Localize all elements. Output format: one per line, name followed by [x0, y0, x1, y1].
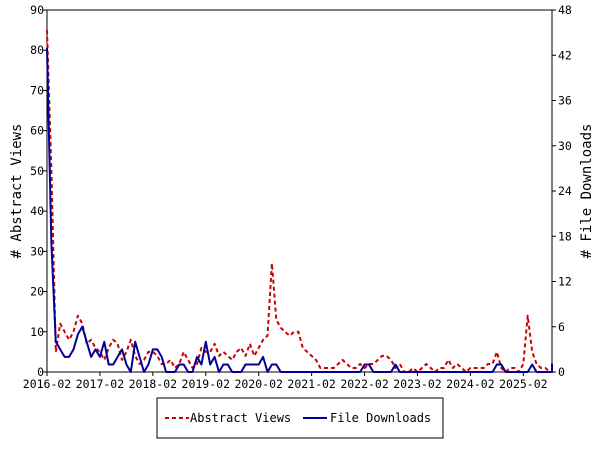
right-y-tick-label: 30 — [558, 139, 572, 153]
left-y-tick-label: 80 — [30, 43, 44, 57]
right-y-axis-ticks: 0 6 12 18 24 30 36 42 48 — [552, 3, 572, 379]
x-tick-label: 2016-02 — [23, 377, 71, 391]
plot-frame — [46, 9, 553, 373]
left-y-tick-label: 10 — [30, 325, 44, 339]
right-y-tick-label: 36 — [558, 94, 572, 108]
left-y-tick-label: 40 — [30, 204, 44, 218]
x-tick-label: 2024-02 — [446, 377, 494, 391]
right-y-tick-label: 24 — [558, 184, 572, 198]
left-y-tick-label: 70 — [30, 83, 44, 97]
left-y-axis-ticks: 0 10 20 30 40 50 60 70 80 90 — [30, 3, 47, 379]
right-y-tick-label: 6 — [558, 320, 565, 334]
x-tick-label: 2023-02 — [393, 377, 441, 391]
x-tick-label: 2019-02 — [182, 377, 230, 391]
legend: Abstract Views File Downloads — [156, 397, 444, 439]
series-line-file-downloads — [46, 47, 553, 373]
legend-label-abstract-views: Abstract Views — [190, 411, 291, 425]
plot-area — [46, 9, 553, 373]
left-y-tick-label: 60 — [30, 124, 44, 138]
left-y-tick-label: 90 — [30, 3, 44, 17]
series-layer — [46, 30, 553, 373]
x-tick-label: 2020-02 — [234, 377, 282, 391]
legend-label-file-downloads: File Downloads — [330, 411, 431, 425]
x-tick-label: 2017-02 — [76, 377, 124, 391]
x-tick-label: 2018-02 — [129, 377, 177, 391]
right-y-tick-label: 18 — [558, 229, 572, 243]
left-y-tick-label: 0 — [37, 365, 44, 379]
right-y-tick-label: 42 — [558, 48, 572, 62]
legend-box — [156, 397, 444, 439]
right-y-tick-label: 12 — [558, 275, 572, 289]
x-axis-ticks: 2016-02 2017-02 2018-02 2019-02 2020-02 2021-… — [23, 372, 548, 391]
right-y-axis-title: # File Downloads — [579, 124, 595, 259]
series-line-abstract-views — [46, 30, 553, 373]
right-y-tick-label: 0 — [558, 365, 565, 379]
x-tick-label: 2025-02 — [499, 377, 547, 391]
left-y-axis-title: # Abstract Views — [9, 124, 25, 259]
left-y-tick-label: 20 — [30, 285, 44, 299]
left-y-tick-label: 30 — [30, 244, 44, 258]
right-y-tick-label: 48 — [558, 3, 572, 17]
left-y-tick-label: 50 — [30, 164, 44, 178]
x-tick-label: 2021-02 — [287, 377, 335, 391]
x-tick-label: 2022-02 — [340, 377, 388, 391]
